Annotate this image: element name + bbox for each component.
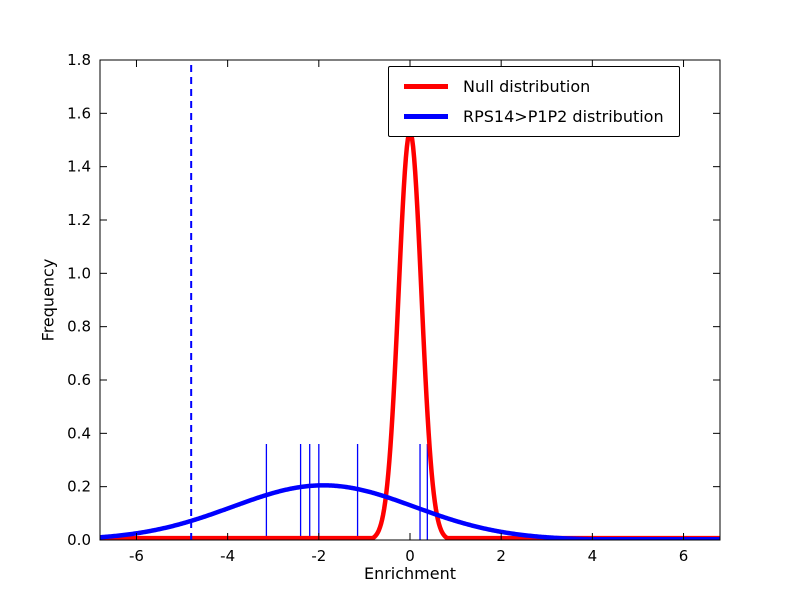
legend-label-null-distribution: Null distribution	[463, 77, 591, 96]
y-axis-label: Frequency	[38, 258, 58, 342]
y-tick-label: 1.8	[67, 51, 91, 69]
plot-frame	[99, 59, 721, 541]
y-tick-label: 0.4	[67, 424, 91, 442]
x-tick-label: -4	[220, 547, 235, 565]
y-tick-label: 0.6	[67, 371, 91, 389]
legend-line-red-icon	[404, 84, 448, 89]
x-tick-label: 4	[588, 547, 598, 565]
legend-entry-rps14-distribution: RPS14>P1P2 distribution	[404, 107, 664, 126]
x-tick-label: 6	[679, 547, 689, 565]
y-tick-label: 1.0	[67, 264, 91, 282]
x-tick-label: 2	[496, 547, 506, 565]
x-tick-label: -2	[311, 547, 326, 565]
y-tick-label: 1.2	[67, 211, 91, 229]
x-axis-label: Enrichment	[363, 564, 457, 583]
rps14-distribution-curve	[100, 483, 720, 540]
x-tick-label: 0	[405, 547, 415, 565]
y-tick-label: 1.4	[67, 158, 91, 176]
legend-line-blue-icon	[404, 114, 448, 119]
y-tick-label: 0.8	[67, 318, 91, 336]
y-tick-label: 1.6	[67, 104, 91, 122]
legend: Null distribution RPS14>P1P2 distributio…	[388, 66, 680, 137]
legend-entry-null-distribution: Null distribution	[404, 77, 664, 96]
y-tick-label: 0.0	[67, 531, 91, 549]
null-distribution-curve	[100, 129, 720, 540]
legend-label-rps14-distribution: RPS14>P1P2 distribution	[463, 107, 664, 126]
x-tick-label: -6	[129, 547, 144, 565]
y-tick-label: 0.2	[67, 478, 91, 496]
